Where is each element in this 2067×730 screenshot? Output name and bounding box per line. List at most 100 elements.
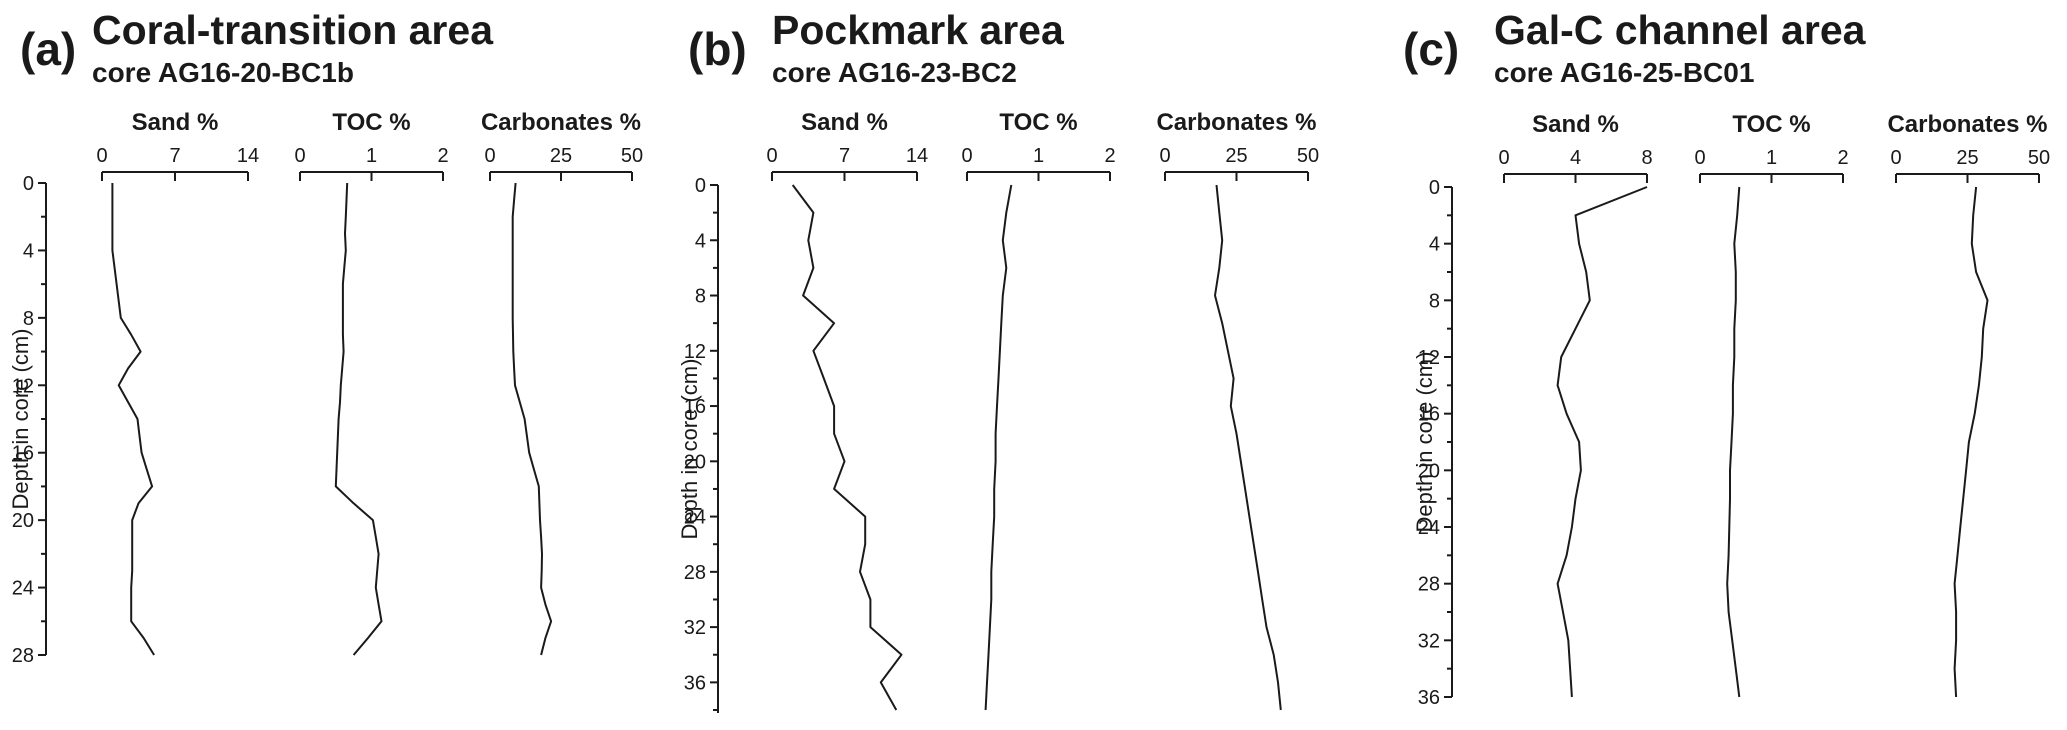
- data-point: [513, 199, 515, 201]
- panel-subtitle: core AG16-23-BC2: [772, 57, 1017, 88]
- series-label: TOC %: [999, 109, 1077, 136]
- data-point: [512, 216, 514, 218]
- data-point: [1728, 526, 1730, 528]
- data-point: [111, 182, 113, 184]
- y-tick-label: 20: [684, 451, 706, 473]
- data-point: [1002, 295, 1004, 297]
- series-line: [1726, 186, 1741, 698]
- panel-subtitle: core AG16-25-BC01: [1494, 57, 1754, 88]
- y-axis-label: Depth in core (cm): [8, 329, 33, 510]
- data-point: [544, 637, 546, 639]
- data-point: [340, 384, 342, 386]
- data-point: [802, 295, 804, 297]
- panel-title: Gal-C channel area: [1494, 7, 1867, 53]
- series-label: Sand %: [132, 109, 219, 136]
- data-point: [1566, 554, 1568, 556]
- y-tick-label: 24: [1418, 517, 1440, 539]
- y-tick-label: 12: [12, 375, 34, 397]
- data-point: [138, 502, 140, 504]
- data-point: [116, 283, 118, 285]
- x-tick-label: 50: [2028, 147, 2050, 169]
- data-point: [987, 654, 989, 656]
- y-tick-label: 16: [1418, 404, 1440, 426]
- data-point: [1959, 526, 1961, 528]
- data-point: [1280, 709, 1282, 711]
- data-point: [993, 516, 995, 518]
- data-point: [538, 502, 540, 504]
- data-point: [1736, 214, 1738, 216]
- data-point: [512, 317, 514, 319]
- data-point: [1954, 668, 1956, 670]
- x-tick-label: 2: [437, 145, 448, 167]
- data-point: [864, 543, 866, 545]
- data-point: [1735, 299, 1737, 301]
- data-point: [1646, 186, 1648, 188]
- series-label: Carbonates %: [1887, 111, 2047, 138]
- data-point: [993, 488, 995, 490]
- data-point: [1735, 271, 1737, 273]
- y-tick-label: 24: [12, 578, 34, 600]
- data-point: [999, 350, 1001, 352]
- x-tick-label: 0: [1890, 147, 1901, 169]
- data-point: [1732, 413, 1734, 415]
- data-point: [111, 233, 113, 235]
- y-tick-label: 0: [23, 173, 34, 195]
- data-point: [339, 401, 341, 403]
- series-column: Sand % 0 4 8: [1498, 111, 1653, 698]
- data-point: [539, 519, 541, 521]
- data-point: [880, 681, 882, 683]
- data-point: [336, 452, 338, 454]
- data-point: [864, 516, 866, 518]
- data-point: [111, 249, 113, 251]
- y-axis-label: Depth in core (cm): [1412, 352, 1437, 533]
- data-point: [1248, 516, 1250, 518]
- y-tick-label: 0: [1429, 177, 1440, 199]
- data-point: [1227, 350, 1229, 352]
- data-point: [1728, 554, 1730, 556]
- series-line: [1214, 184, 1282, 711]
- data-point: [111, 216, 113, 218]
- data-point: [1729, 498, 1731, 500]
- data-point: [1005, 212, 1007, 214]
- data-point: [1575, 328, 1577, 330]
- data-point: [986, 681, 988, 683]
- x-tick-label: 0: [1694, 147, 1705, 169]
- x-tick-label: 1: [1766, 147, 1777, 169]
- y-tick-label: 4: [695, 230, 706, 252]
- data-point: [1578, 243, 1580, 245]
- data-point: [1580, 469, 1582, 471]
- series-column: Carbonates % 0 25 50: [1887, 111, 2050, 698]
- y-tick-label: 12: [684, 341, 706, 363]
- data-point: [512, 249, 514, 251]
- x-tick-label: 14: [906, 145, 928, 167]
- data-point: [1560, 356, 1562, 358]
- panel-subtitle: core AG16-20-BC1b: [92, 57, 354, 88]
- series-column: TOC % 0 1 2: [294, 109, 449, 656]
- data-point: [1230, 405, 1232, 407]
- data-point: [990, 571, 992, 573]
- data-point: [1975, 186, 1977, 188]
- data-point: [989, 626, 991, 628]
- data-point: [1974, 413, 1976, 415]
- y-tick-label: 0: [695, 175, 706, 197]
- y-tick-label: 24: [684, 507, 706, 529]
- data-point: [345, 216, 347, 218]
- data-point: [378, 603, 380, 605]
- data-point: [1221, 322, 1223, 324]
- x-tick-label: 0: [484, 145, 495, 167]
- x-tick-label: 8: [1641, 147, 1652, 169]
- x-tick-label: 0: [1498, 147, 1509, 169]
- data-point: [1244, 488, 1246, 490]
- data-point: [1955, 639, 1957, 641]
- data-point: [513, 367, 515, 369]
- data-point: [524, 418, 526, 420]
- data-point: [143, 637, 145, 639]
- x-tick-label: 25: [1956, 147, 1978, 169]
- data-point: [130, 334, 132, 336]
- x-tick-label: 25: [550, 145, 572, 167]
- data-point: [1730, 441, 1732, 443]
- data-point: [381, 620, 383, 622]
- y-tick-label: 32: [1418, 630, 1440, 652]
- y-tick-label: 36: [1418, 687, 1440, 709]
